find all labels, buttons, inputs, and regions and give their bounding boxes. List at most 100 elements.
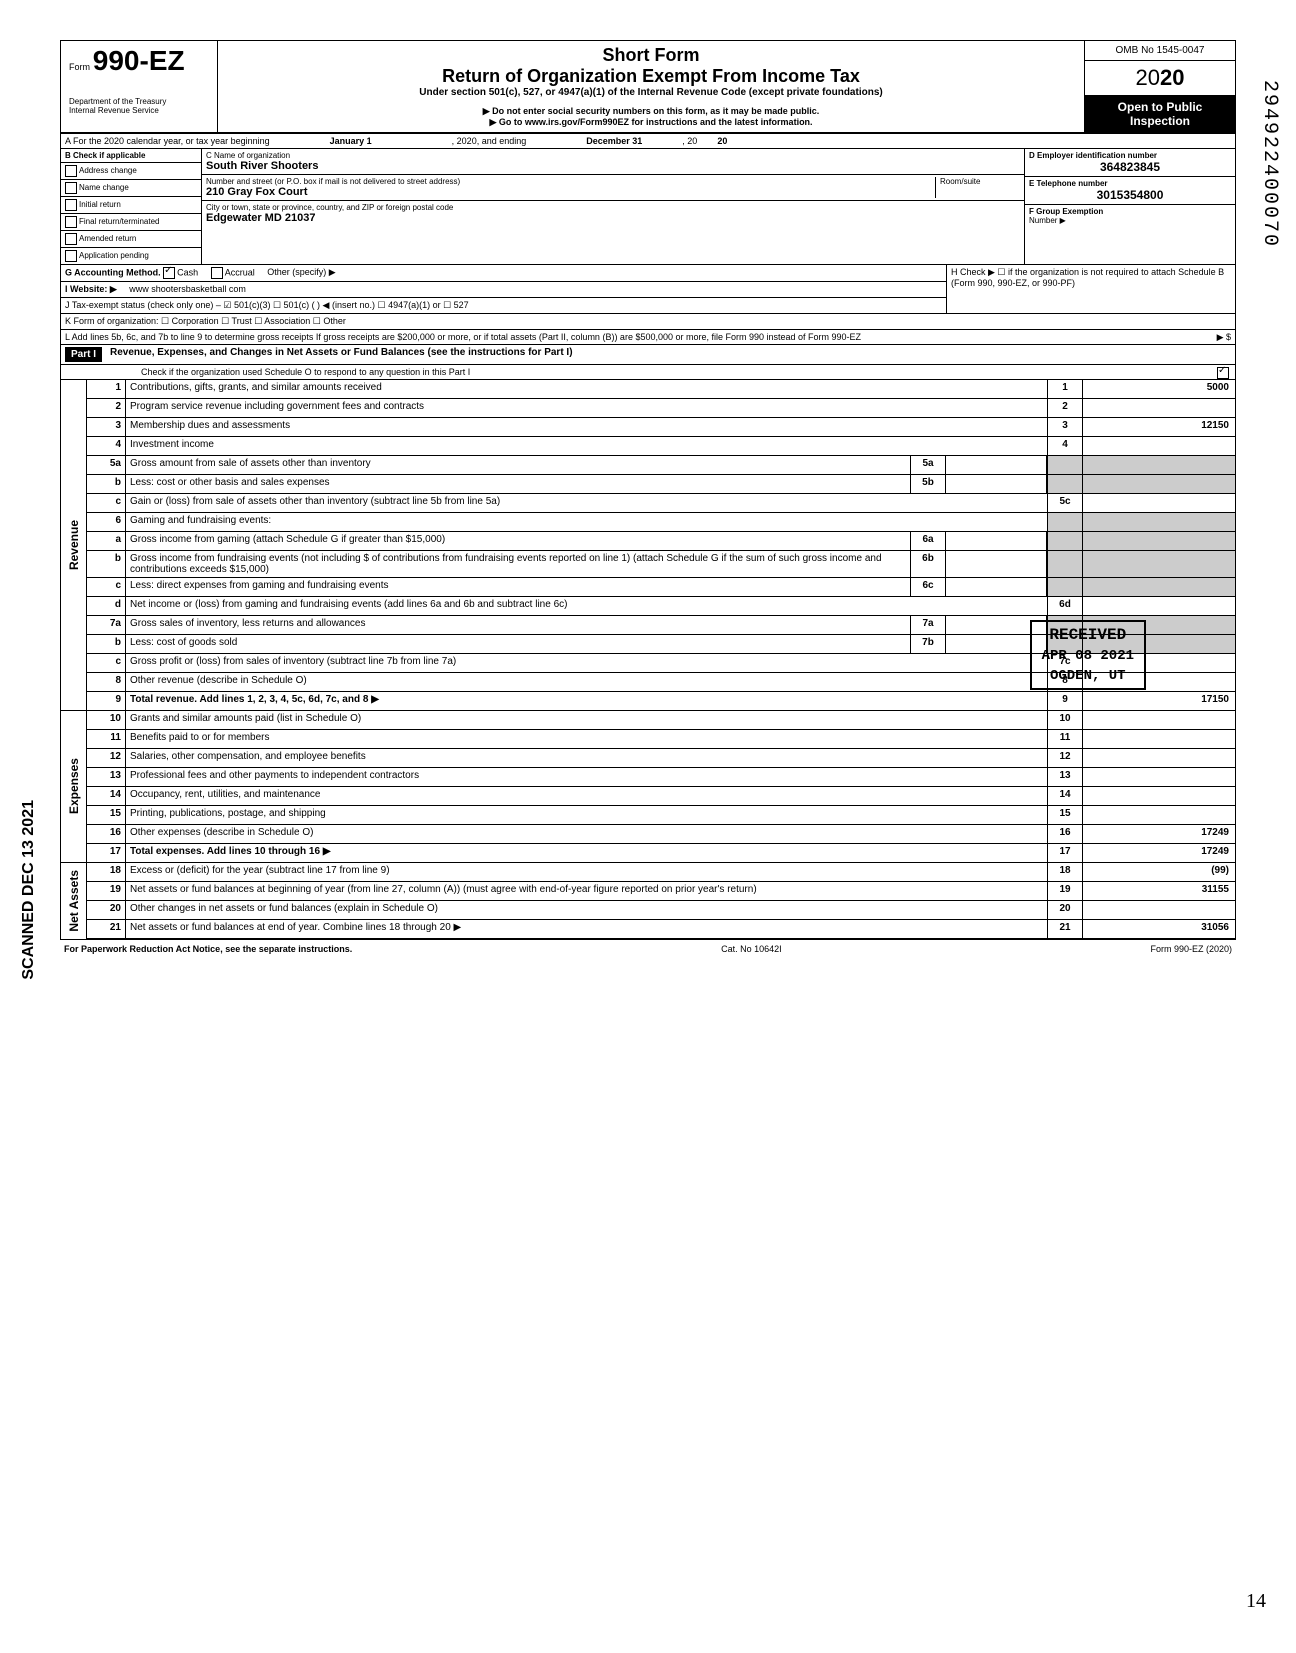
line-value bbox=[1083, 730, 1235, 748]
title-box: Short Form Return of Organization Exempt… bbox=[218, 41, 1085, 132]
line-description: Less: cost of goods sold bbox=[126, 635, 910, 653]
row-j-status: J Tax-exempt status (check only one) – ☑… bbox=[61, 298, 946, 313]
line-item: 18Excess or (deficit) for the year (subt… bbox=[87, 863, 1235, 882]
line-description: Gaming and fundraising events: bbox=[126, 513, 1047, 531]
line-box-number: 9 bbox=[1047, 692, 1083, 710]
line-number: c bbox=[87, 578, 126, 596]
line-subnum: 6a bbox=[910, 532, 946, 550]
checkbox-amended[interactable]: Amended return bbox=[61, 231, 201, 248]
netassets-section: Net Assets 18Excess or (deficit) for the… bbox=[61, 863, 1235, 939]
part1-title: Revenue, Expenses, and Changes in Net As… bbox=[110, 347, 573, 362]
line-item: 10Grants and similar amounts paid (list … bbox=[87, 711, 1235, 730]
phone-row: E Telephone number 3015354800 bbox=[1025, 177, 1235, 205]
irs-label: Internal Revenue Service bbox=[69, 106, 209, 115]
line-box-number: 10 bbox=[1047, 711, 1083, 729]
line-number: b bbox=[87, 635, 126, 653]
line-box-number: 16 bbox=[1047, 825, 1083, 843]
line-description: Other changes in net assets or fund bala… bbox=[126, 901, 1047, 919]
line-value bbox=[1083, 787, 1235, 805]
footer-form: Form 990-EZ (2020) bbox=[1150, 944, 1232, 954]
line-box-number: 11 bbox=[1047, 730, 1083, 748]
checkbox-address[interactable]: Address change bbox=[61, 163, 201, 180]
line-item: 16Other expenses (describe in Schedule O… bbox=[87, 825, 1235, 844]
checkbox-name[interactable]: Name change bbox=[61, 180, 201, 197]
line-description: Excess or (deficit) for the year (subtra… bbox=[126, 863, 1047, 881]
line-item: 11Benefits paid to or for members11 bbox=[87, 730, 1235, 749]
col-c-org-info: C Name of organization South River Shoot… bbox=[202, 149, 1025, 264]
line-box-number: 4 bbox=[1047, 437, 1083, 455]
org-name-row: C Name of organization South River Shoot… bbox=[202, 149, 1024, 175]
line-value bbox=[1083, 597, 1235, 615]
line-item: aGross income from gaming (attach Schedu… bbox=[87, 532, 1235, 551]
line-box-number: 19 bbox=[1047, 882, 1083, 900]
line-item: 1Contributions, gifts, grants, and simil… bbox=[87, 380, 1235, 399]
expenses-side-label: Expenses bbox=[67, 758, 81, 814]
checkbox-cash[interactable] bbox=[163, 267, 175, 279]
section-bc: B Check if applicable Address change Nam… bbox=[61, 149, 1235, 265]
line-subvalue bbox=[946, 456, 1047, 474]
ein-row: D Employer identification number 3648238… bbox=[1025, 149, 1235, 177]
received-stamp: RECEIVED APR 08 2021 OGDEN, UT bbox=[1030, 620, 1146, 690]
line-value: 31155 bbox=[1083, 882, 1235, 900]
line-number: 13 bbox=[87, 768, 126, 786]
line-number: 6 bbox=[87, 513, 126, 531]
omb-number: OMB No 1545-0047 bbox=[1085, 41, 1235, 61]
line-item: 9Total revenue. Add lines 1, 2, 3, 4, 5c… bbox=[87, 692, 1235, 711]
line-description: Net assets or fund balances at end of ye… bbox=[126, 920, 1047, 938]
line-item: 6Gaming and fundraising events: bbox=[87, 513, 1235, 532]
line-number: a bbox=[87, 532, 126, 550]
line-box-number: 13 bbox=[1047, 768, 1083, 786]
line-subnum: 5a bbox=[910, 456, 946, 474]
line-item: 5aGross amount from sale of assets other… bbox=[87, 456, 1235, 475]
line-subnum: 7a bbox=[910, 616, 946, 634]
line-number: c bbox=[87, 494, 126, 512]
line-number: 2 bbox=[87, 399, 126, 417]
netassets-side-label: Net Assets bbox=[67, 870, 81, 932]
schedule-o-checkbox[interactable] bbox=[1217, 367, 1229, 379]
line-item: cLess: direct expenses from gaming and f… bbox=[87, 578, 1235, 597]
form-990ez-container: Form 990-EZ Department of the Treasury I… bbox=[60, 40, 1236, 940]
line-description: Contributions, gifts, grants, and simila… bbox=[126, 380, 1047, 398]
phone-value: 3015354800 bbox=[1029, 188, 1231, 202]
row-i-website: I Website: ▶ www shootersbasketball com bbox=[61, 282, 946, 298]
line-box-number: 5c bbox=[1047, 494, 1083, 512]
dept-label: Department of the Treasury bbox=[69, 97, 209, 106]
section-ghi: G Accounting Method. Cash Accrual Other … bbox=[61, 265, 1235, 314]
line-number: 20 bbox=[87, 901, 126, 919]
col-de: D Employer identification number 3648238… bbox=[1025, 149, 1235, 264]
line-item: 12Salaries, other compensation, and empl… bbox=[87, 749, 1235, 768]
line-item: 17Total expenses. Add lines 10 through 1… bbox=[87, 844, 1235, 863]
goto-text: ▶ Go to www.irs.gov/Form990EZ for instru… bbox=[222, 117, 1080, 128]
line-value bbox=[1083, 901, 1235, 919]
scanned-stamp: SCANNED DEC 13 2021 bbox=[20, 800, 38, 980]
line-item: 2Program service revenue including gover… bbox=[87, 399, 1235, 418]
line-description: Printing, publications, postage, and shi… bbox=[126, 806, 1047, 824]
line-number: 18 bbox=[87, 863, 126, 881]
checkbox-final[interactable]: Final return/terminated bbox=[61, 214, 201, 231]
line-description: Other revenue (describe in Schedule O) bbox=[126, 673, 1047, 691]
line-value bbox=[1083, 399, 1235, 417]
row-a-tax-year: A For the 2020 calendar year, or tax yea… bbox=[61, 134, 1235, 149]
checkbox-accrual[interactable] bbox=[211, 267, 223, 279]
line-description: Less: direct expenses from gaming and fu… bbox=[126, 578, 910, 596]
page-number: 14 bbox=[1246, 1590, 1266, 1613]
form-number-box: Form 990-EZ Department of the Treasury I… bbox=[61, 41, 218, 132]
checkbox-initial[interactable]: Initial return bbox=[61, 197, 201, 214]
line-box-number: 21 bbox=[1047, 920, 1083, 938]
line-description: Gross sales of inventory, less returns a… bbox=[126, 616, 910, 634]
line-value: 5000 bbox=[1083, 380, 1235, 398]
line-description: Gross amount from sale of assets other t… bbox=[126, 456, 910, 474]
line-subvalue bbox=[946, 475, 1047, 493]
line-item: bGross income from fundraising events (n… bbox=[87, 551, 1235, 578]
line-item: 3Membership dues and assessments312150 bbox=[87, 418, 1235, 437]
line-value bbox=[1083, 806, 1235, 824]
line-description: Total expenses. Add lines 10 through 16 … bbox=[126, 844, 1047, 862]
line-description: Net assets or fund balances at beginning… bbox=[126, 882, 1047, 900]
row-g-accounting: G Accounting Method. Cash Accrual Other … bbox=[61, 265, 946, 282]
line-item: 13Professional fees and other payments t… bbox=[87, 768, 1235, 787]
checkbox-pending[interactable]: Application pending bbox=[61, 248, 201, 264]
part1-label: Part I bbox=[65, 347, 102, 362]
revenue-side-label: Revenue bbox=[67, 520, 81, 570]
street-address: 210 Gray Fox Court bbox=[206, 186, 935, 198]
line-number: 19 bbox=[87, 882, 126, 900]
